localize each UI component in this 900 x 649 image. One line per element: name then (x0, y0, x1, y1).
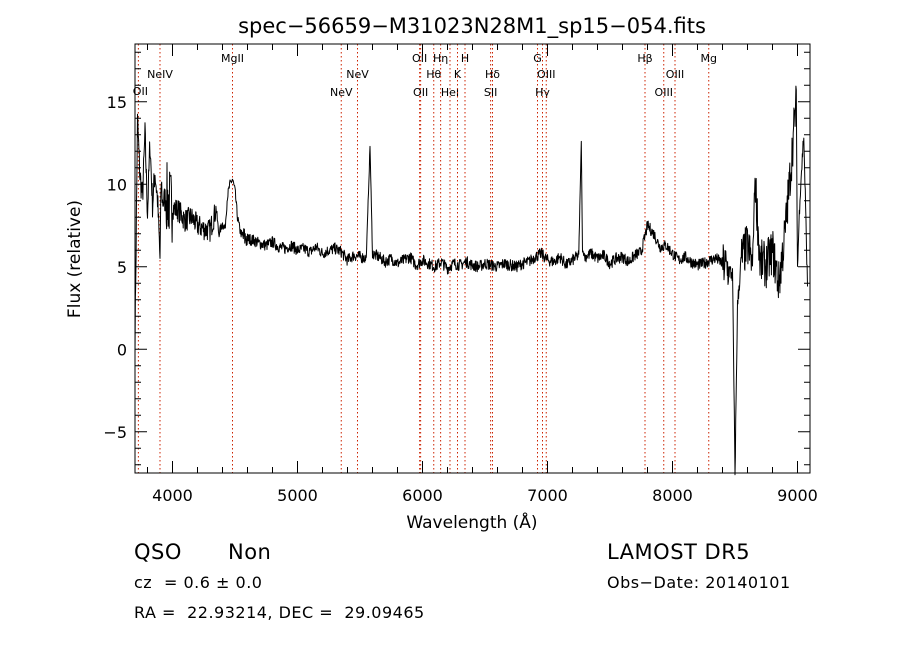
x-axis-label: Wavelength (Å) (406, 511, 537, 533)
y-tick-label: 15 (107, 93, 127, 112)
y-tick-label: 10 (107, 175, 127, 194)
cz-label: cz (134, 573, 153, 592)
x-tick-label: 7000 (527, 486, 568, 505)
marker-label: NeV (346, 68, 369, 81)
y-tick-label: −5 (103, 423, 127, 442)
x-tick-label: 9000 (777, 486, 818, 505)
y-tick-label: 5 (117, 258, 127, 277)
tick-labels: 4000 5000 6000 7000 8000 9000 −5 0 5 10 15 (103, 93, 817, 505)
marker-label: Hη (433, 52, 448, 65)
x-tick-label: 4000 (152, 486, 193, 505)
marker-label: OII (412, 52, 427, 65)
line-markers: OII NeIV MgII NeV NeV OII OII Hθ Hη HeI KH Hδ SII G Hγ… (133, 44, 717, 473)
marker-label: HeI (441, 86, 459, 99)
marker-label: OIII (666, 68, 684, 81)
marker-label: NeIV (147, 68, 173, 81)
marker-label: Hγ (535, 86, 550, 99)
marker-label: H (461, 52, 469, 65)
x-tick-label: 8000 (652, 486, 693, 505)
spectrum-line (134, 85, 808, 476)
x-tick-label: 6000 (402, 486, 443, 505)
axis-ticks (135, 44, 810, 473)
y-tick-label: 0 (117, 340, 127, 359)
object-subclass: Non (228, 540, 272, 564)
survey-name: LAMOST DR5 (607, 540, 751, 564)
ra-dec: RA = 22.93214, DEC = 29.09465 (134, 603, 425, 622)
chart-title: spec−56659−M31023N28M1_sp15−054.fits (238, 14, 706, 39)
marker-label: SII (484, 86, 497, 99)
y-axis-label: Flux (relative) (65, 200, 85, 318)
marker-label: OII (133, 85, 148, 98)
x-tick-label: 5000 (277, 486, 318, 505)
marker-label: Mg (701, 52, 717, 65)
marker-label: MgII (221, 52, 244, 65)
spectrum-group (134, 85, 808, 476)
marker-label: Hβ (637, 52, 652, 65)
marker-label: G (533, 52, 542, 65)
cz-value: = 0.6 ± 0.0 (164, 573, 263, 592)
marker-label: Hθ (426, 68, 441, 81)
marker-label: OII (413, 86, 428, 99)
object-class: QSO (134, 540, 182, 564)
marker-label: K (454, 68, 462, 81)
obs-date: Obs−Date: 20140101 (607, 573, 791, 592)
marker-label: Hδ (485, 68, 500, 81)
marker-label: OIII (655, 86, 673, 99)
marker-label: OIII (537, 68, 555, 81)
marker-label: NeV (330, 86, 353, 99)
